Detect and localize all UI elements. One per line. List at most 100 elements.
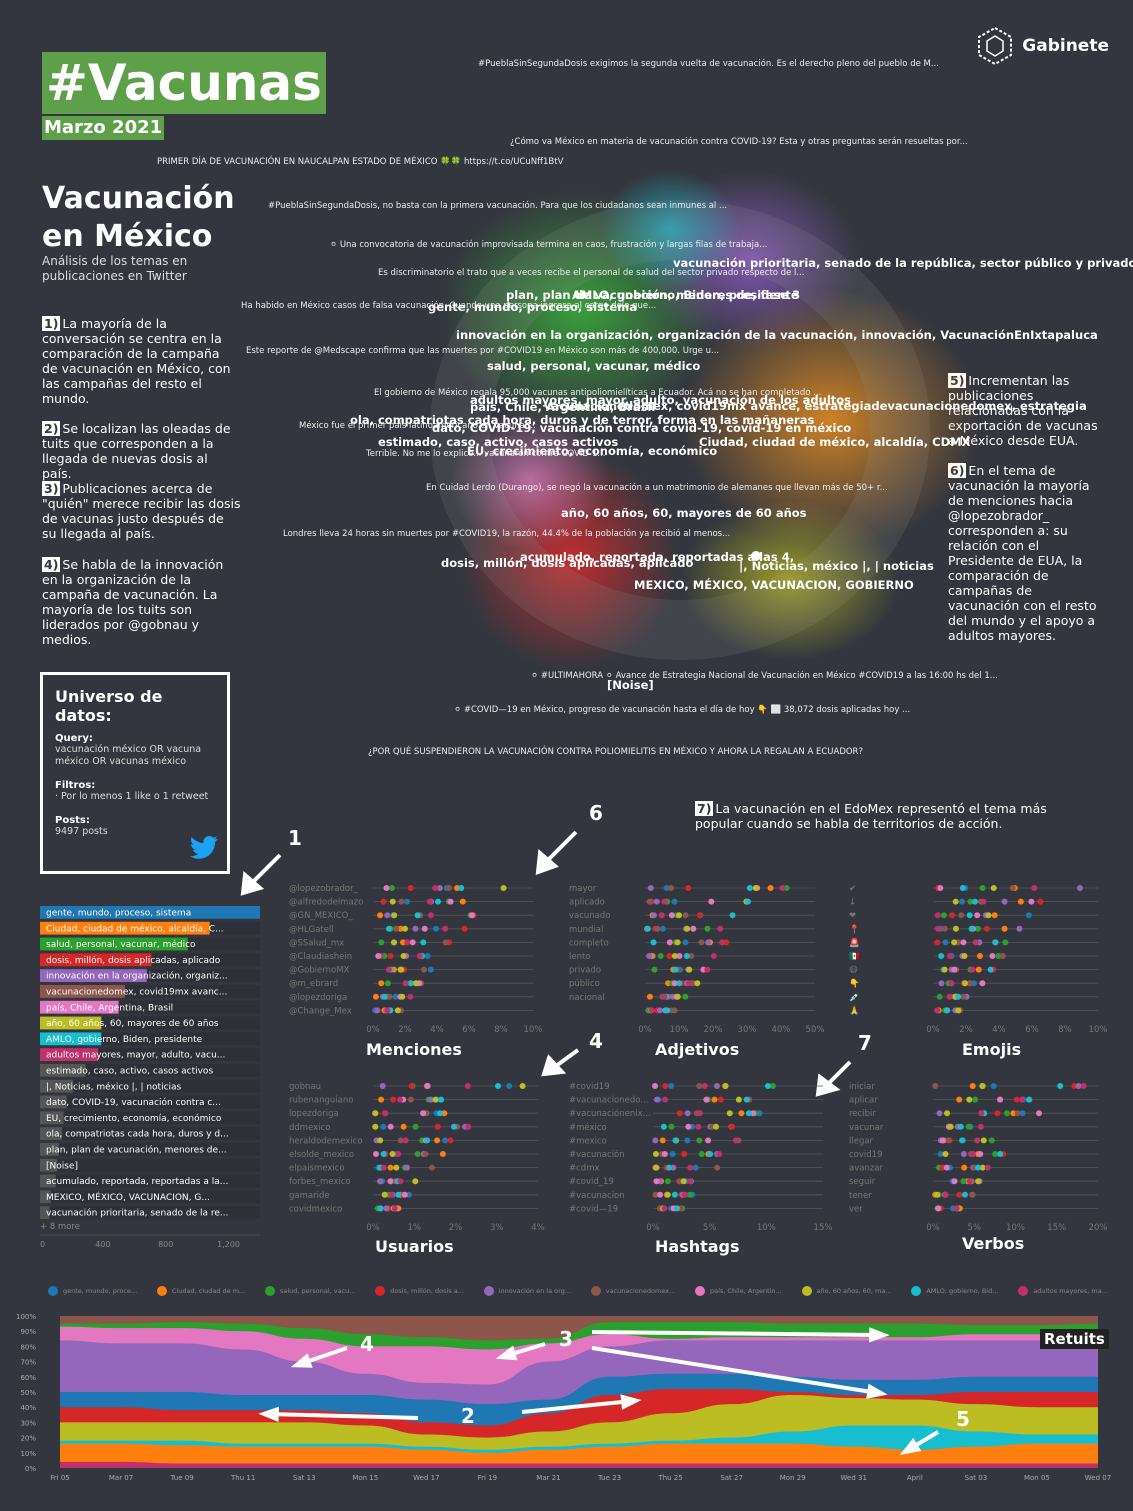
legend-item: año, 60 años, 60, ma... (801, 1286, 892, 1296)
dot (713, 1083, 720, 1089)
dot (970, 1151, 977, 1157)
bar (40, 1079, 73, 1093)
tweet-label: PRIMER DÍA DE VACUNACIÓN EN NAUCALPAN ES… (157, 157, 564, 167)
dot (722, 1083, 729, 1089)
section-title: Vacunación en México (42, 181, 235, 254)
arrow-head-icon (495, 1345, 518, 1361)
cluster-label: vacunacionedomex, covid19mx avance, estr… (544, 399, 1087, 413)
x-tick: Mon 15 (352, 1474, 378, 1482)
dot (723, 939, 730, 946)
bar-label: país, Chile, Argentina, Brasil (46, 1003, 173, 1013)
note-text: La vacunación en el EdoMex representó el… (695, 801, 1047, 831)
x-tick: 10% (524, 1025, 543, 1035)
dot (435, 898, 442, 905)
dot (959, 885, 966, 891)
dot (1001, 925, 1008, 932)
dot (442, 925, 449, 932)
bar-label: vacunación prioritaria, senado de la re.… (46, 1208, 228, 1219)
cluster-label: salud, personal, vacunar, médico (487, 359, 701, 373)
dot (676, 953, 683, 959)
dot (769, 1083, 776, 1089)
legend-item: innovación en la org... (483, 1286, 571, 1296)
dot (465, 1123, 472, 1130)
dot (414, 1151, 421, 1157)
dot (951, 939, 958, 946)
dot (395, 1151, 402, 1157)
dot (392, 993, 399, 1000)
row-label: @lopezdoriga (289, 993, 347, 1003)
dot (398, 898, 405, 905)
dot (461, 925, 468, 932)
dot (979, 885, 986, 891)
bar (40, 1000, 119, 1014)
dot (735, 1096, 742, 1103)
dot (438, 1096, 445, 1103)
dot (666, 939, 673, 946)
row-label: vacunar (849, 1123, 884, 1133)
row-label: 👇 (849, 978, 860, 989)
dot (659, 1137, 666, 1144)
cluster-label: adultos mayores, mayor, adulto, vacunaci… (470, 393, 852, 407)
x-tick: 4% (430, 1025, 444, 1035)
bar (40, 1111, 64, 1125)
dot (1016, 925, 1023, 932)
dot (500, 885, 507, 891)
dot (657, 1191, 664, 1198)
x-tick: Mon 05 (1024, 1474, 1050, 1482)
x-tick: Sat 27 (720, 1474, 743, 1482)
dot (388, 1191, 395, 1198)
dot (671, 898, 678, 905)
dot (688, 953, 695, 959)
callout-2: 2 (461, 1404, 475, 1428)
dot (961, 1191, 968, 1198)
dot (407, 885, 414, 891)
row-label: heraldodemexico (289, 1136, 363, 1146)
dot (420, 939, 427, 946)
dot (992, 1151, 999, 1157)
dot (956, 1096, 963, 1103)
x-tick: 5% (703, 1223, 717, 1233)
dot (714, 1164, 721, 1171)
dot (427, 966, 434, 973)
dot (661, 993, 668, 1000)
dot (668, 912, 675, 919)
dot (939, 1137, 946, 1144)
dot (937, 1151, 944, 1157)
note-number: 7) (695, 801, 714, 816)
y-tick: 80% (20, 1343, 36, 1351)
dot (671, 1191, 678, 1198)
note-text: Publicaciones acerca de "quién" merece r… (42, 481, 241, 541)
dot (385, 925, 392, 932)
tweet-label: ⚪ #COVID—19 en México, progreso de vacun… (454, 705, 911, 715)
dot (696, 912, 703, 919)
cluster-label: año, 60 años, 60, mayores de 60 años (561, 506, 807, 520)
cluster-label: gente, mundo, proceso, sistema (428, 300, 637, 314)
dot (380, 1151, 387, 1157)
dot (668, 1083, 675, 1089)
legend-label: país, Chile, Argentin... (709, 1287, 782, 1295)
dot (380, 1164, 387, 1171)
dot (979, 980, 986, 987)
dot (428, 1164, 435, 1171)
dot (658, 912, 665, 919)
row-label: privado (569, 966, 601, 976)
callout-7: 7 (858, 1031, 872, 1055)
y-tick: 20% (20, 1435, 36, 1443)
dot (980, 1137, 987, 1144)
dot (650, 939, 657, 946)
dot (662, 1007, 669, 1014)
x-tick: 2% (398, 1025, 412, 1035)
dot (1002, 939, 1009, 946)
dot (389, 898, 396, 905)
retuits-label: Retuits (1040, 1329, 1109, 1349)
dot (942, 1191, 949, 1198)
dot (966, 1096, 973, 1103)
dot (1031, 885, 1038, 891)
dot (942, 939, 949, 946)
dot (764, 1083, 771, 1089)
row-label: #cdmx (569, 1164, 600, 1174)
dot (966, 912, 973, 919)
dot (713, 1123, 720, 1130)
dot (936, 993, 943, 1000)
dot (646, 993, 653, 1000)
